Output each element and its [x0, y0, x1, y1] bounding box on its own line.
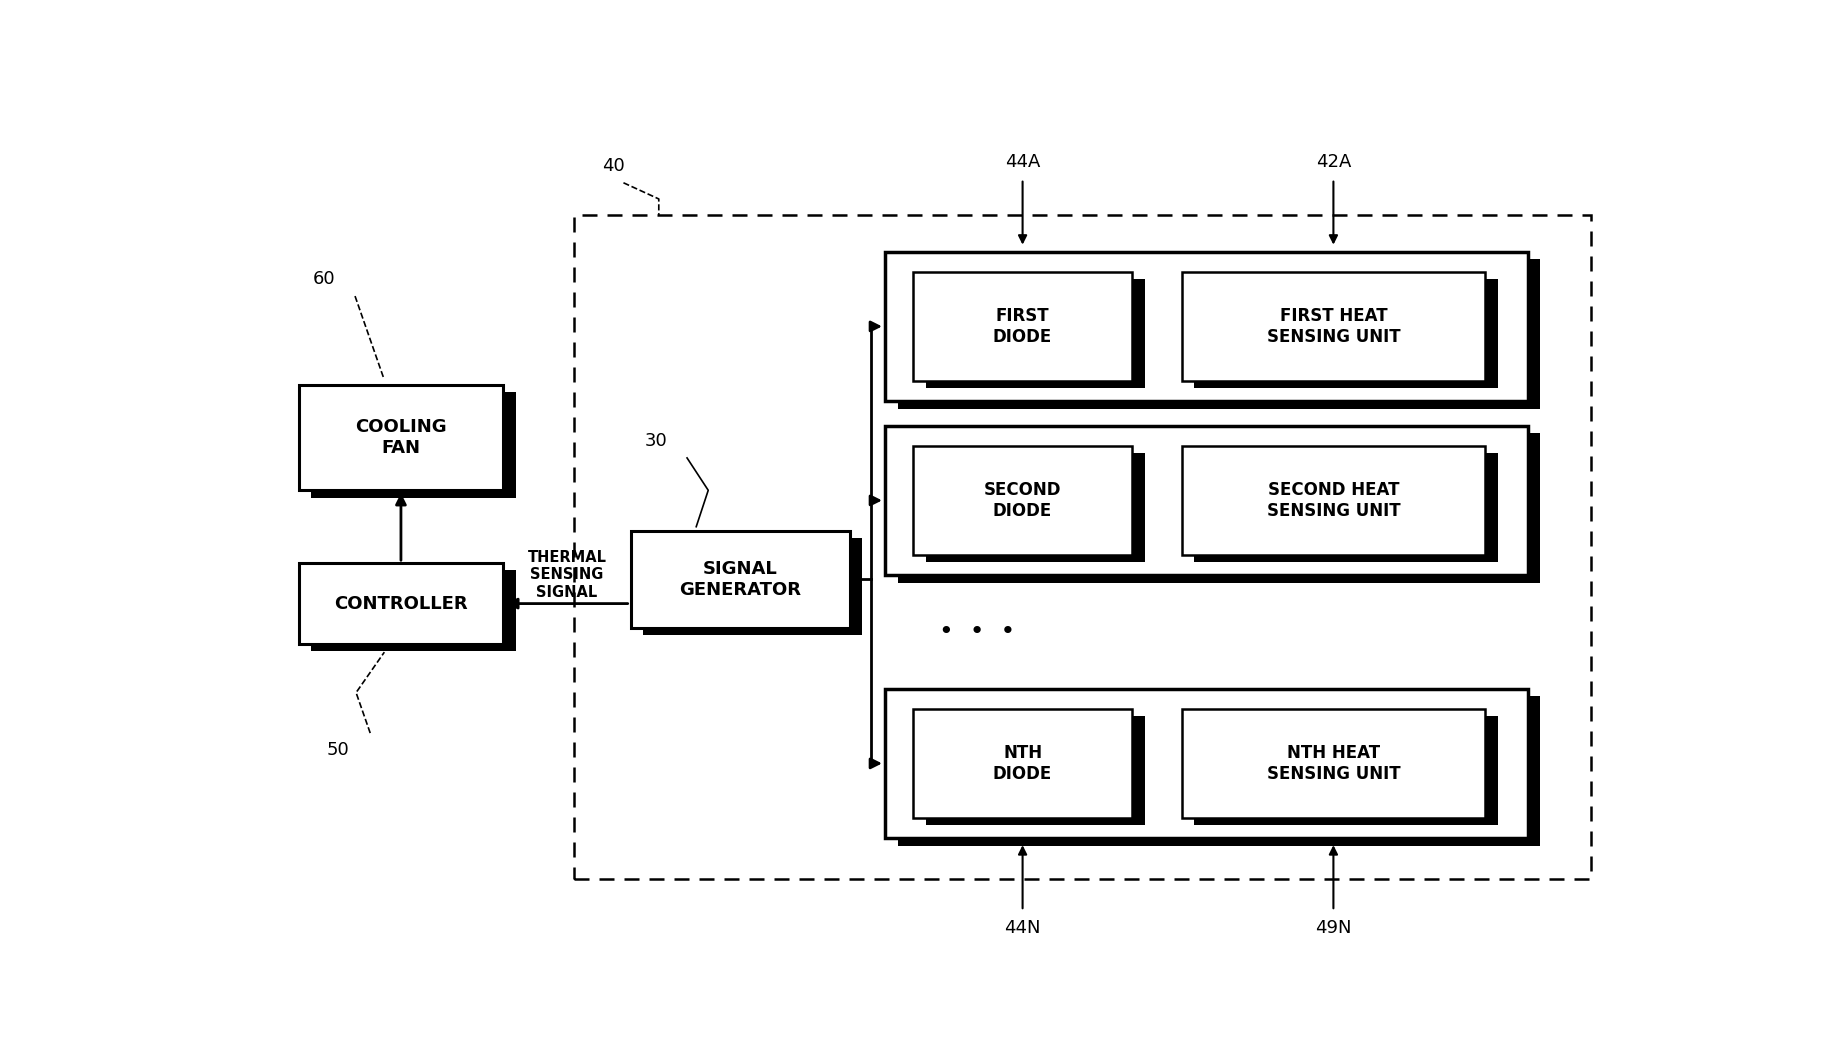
Bar — [312, 571, 516, 652]
Text: NTH
DIODE: NTH DIODE — [994, 744, 1052, 783]
Bar — [644, 538, 862, 635]
Text: COOLING
FAN: COOLING FAN — [355, 418, 447, 457]
Text: 42A: 42A — [1316, 152, 1351, 170]
Text: 40: 40 — [602, 157, 625, 174]
Bar — [913, 272, 1132, 382]
Bar — [926, 453, 1145, 562]
Bar — [312, 392, 516, 497]
Bar — [1194, 716, 1499, 825]
Bar — [1181, 272, 1486, 382]
Bar — [574, 215, 1591, 879]
Bar — [913, 446, 1132, 555]
Bar — [631, 531, 850, 627]
Bar — [897, 433, 1540, 582]
Bar — [1181, 446, 1486, 555]
Bar — [299, 385, 503, 490]
Text: FIRST
DIODE: FIRST DIODE — [994, 307, 1052, 346]
Bar — [926, 280, 1145, 388]
Text: THERMAL
SENSING
SIGNAL: THERMAL SENSING SIGNAL — [527, 550, 607, 599]
Text: FIRST HEAT
SENSING UNIT: FIRST HEAT SENSING UNIT — [1267, 307, 1400, 346]
Bar — [926, 716, 1145, 825]
Text: •  •  •: • • • — [939, 620, 1015, 644]
Text: CONTROLLER: CONTROLLER — [334, 595, 469, 613]
Bar — [897, 696, 1540, 846]
Text: 49N: 49N — [1314, 920, 1351, 937]
Text: 30: 30 — [645, 432, 667, 450]
Bar — [1194, 453, 1499, 562]
Text: NTH HEAT
SENSING UNIT: NTH HEAT SENSING UNIT — [1267, 744, 1400, 783]
Text: 44N: 44N — [1004, 920, 1041, 937]
Bar — [913, 708, 1132, 818]
Bar — [884, 426, 1528, 575]
Bar — [299, 563, 503, 644]
Text: SIGNAL
GENERATOR: SIGNAL GENERATOR — [678, 560, 800, 599]
Text: SECOND
DIODE: SECOND DIODE — [984, 481, 1061, 520]
Bar — [1194, 280, 1499, 388]
Text: SECOND HEAT
SENSING UNIT: SECOND HEAT SENSING UNIT — [1267, 481, 1400, 520]
Bar — [884, 251, 1528, 401]
Text: 44A: 44A — [1004, 152, 1041, 170]
Bar — [1181, 708, 1486, 818]
Bar — [884, 688, 1528, 839]
Bar — [897, 259, 1540, 409]
Text: 60: 60 — [314, 270, 335, 288]
Text: 50: 50 — [326, 741, 350, 759]
